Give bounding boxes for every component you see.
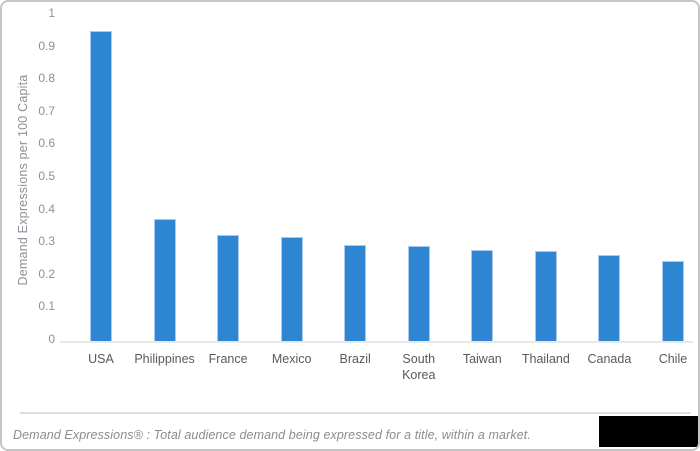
y-axis-tick-label: 0.2 <box>38 266 55 281</box>
bar-chile <box>661 261 684 341</box>
bar-usa <box>90 31 112 341</box>
y-axis-tick-label: 0.6 <box>38 136 55 151</box>
x-axis-label-mexico: Mexico <box>271 352 312 366</box>
footer-divider <box>20 412 691 414</box>
bar-philippines <box>153 219 176 341</box>
y-axis-tick-label: 0.3 <box>38 234 55 249</box>
bar-brazil <box>344 245 367 341</box>
y-axis-tick-label: 1 <box>48 6 55 20</box>
bar-france <box>217 235 240 341</box>
y-axis-tick-label: 0.8 <box>38 71 55 86</box>
x-axis-label-usa: USA <box>88 352 114 366</box>
x-axis-label-taiwan: Taiwan <box>462 352 502 366</box>
x-axis-label-philippines: Philippines <box>134 352 195 366</box>
x-axis-label-thailand: Thailand <box>521 352 570 366</box>
bar-canada <box>598 255 621 341</box>
x-axis-line <box>60 341 693 343</box>
y-axis-tick-label: 0.7 <box>38 103 55 118</box>
x-axis-label-chile: Chile <box>658 352 688 366</box>
bar-taiwan <box>471 250 494 341</box>
logo-block <box>599 416 698 447</box>
x-axis-label-south-korea: South Korea <box>402 352 436 382</box>
x-axis-label-france: France <box>208 352 248 366</box>
bar-south-korea <box>407 246 430 341</box>
y-axis-tick-label: 0.5 <box>38 169 55 183</box>
y-axis-tick-label: 0.4 <box>38 201 55 216</box>
y-axis-tick-label: 0.9 <box>38 38 55 53</box>
x-axis-label-canada: Canada <box>587 352 632 366</box>
demand-expressions-definition: Demand Expressions® : Total audience dem… <box>13 428 531 442</box>
bar-thailand <box>534 251 557 341</box>
y-axis-tick-label: 0 <box>48 332 55 346</box>
y-axis-tick-label: 0.1 <box>38 299 55 314</box>
x-axis-label-brazil: Brazil <box>339 352 371 366</box>
bar-mexico <box>280 237 303 341</box>
